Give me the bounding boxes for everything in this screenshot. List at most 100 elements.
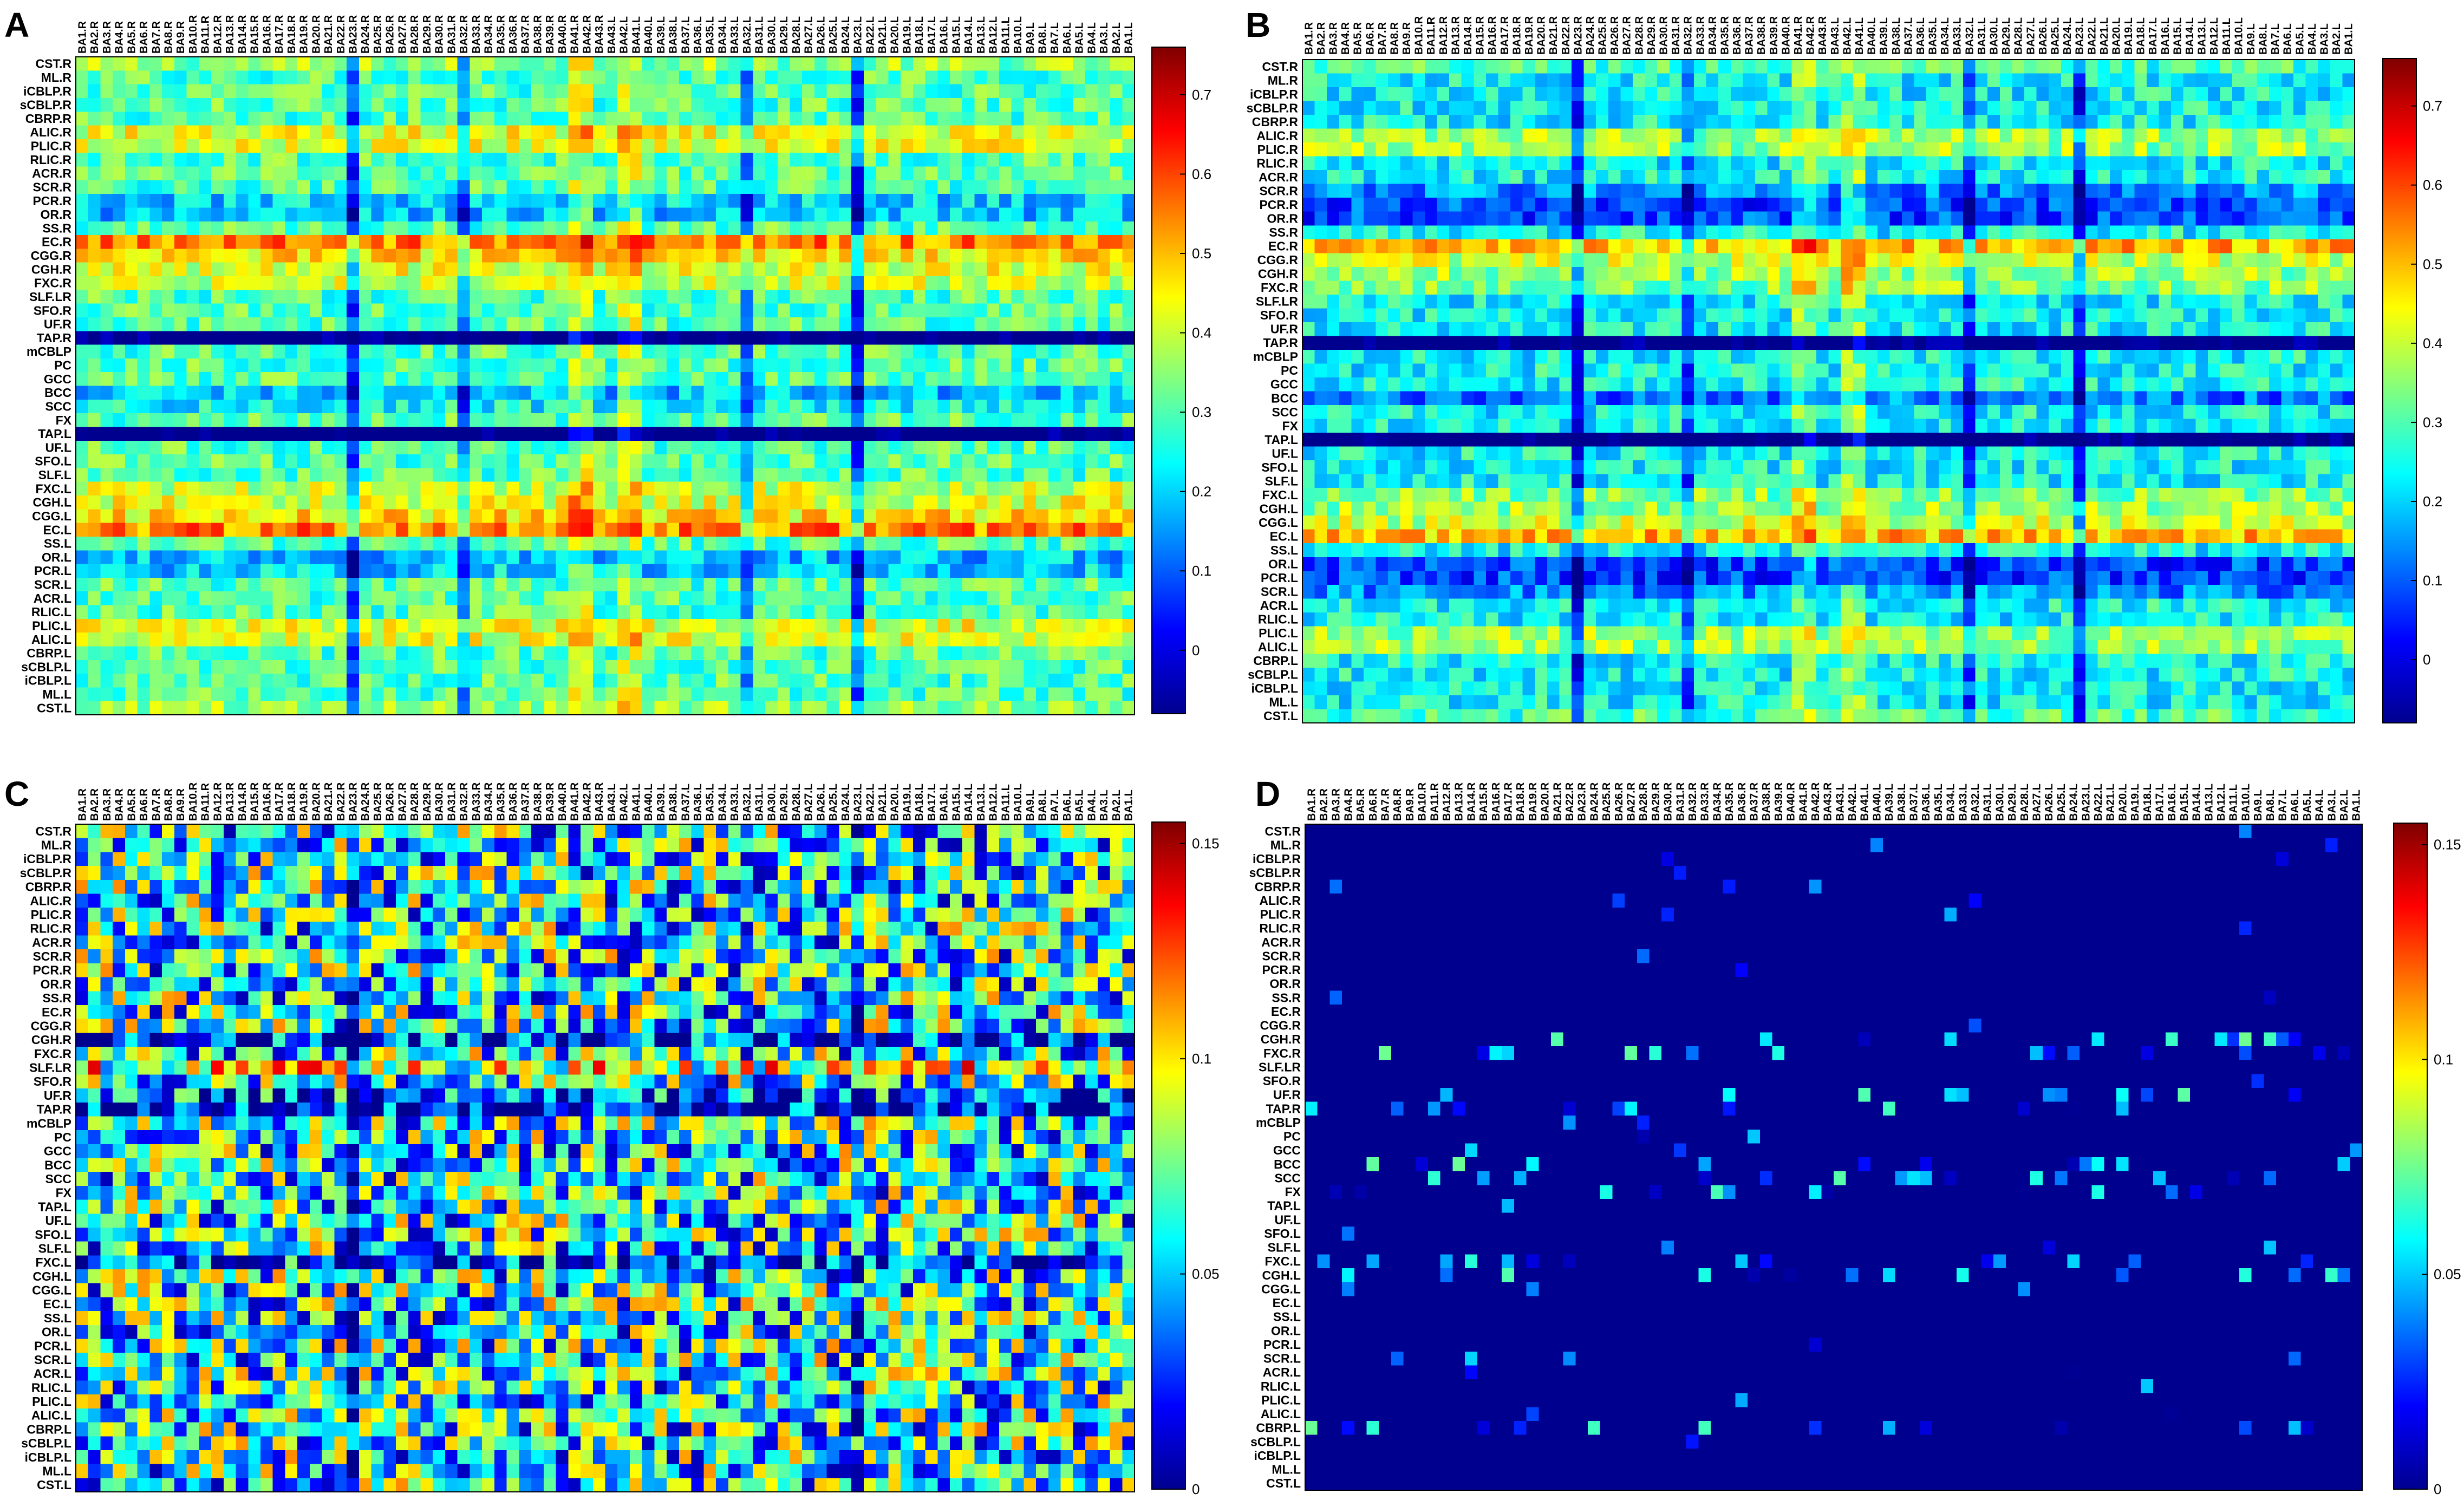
column-label: BA29.L [778,16,790,54]
heatmap-cell [285,605,297,619]
heatmap-cell [347,126,359,140]
heatmap-cell [999,249,1012,263]
heatmap-cell [544,304,556,318]
heatmap-cell [433,263,445,277]
heatmap-cell [1449,142,1462,156]
heatmap-cell [100,167,113,181]
heatmap-cell [913,167,925,181]
heatmap-cell [630,317,642,331]
heatmap-cell [1073,167,1085,181]
heatmap-cell [962,249,975,263]
heatmap-cell [1122,207,1135,221]
heatmap-cell [593,139,605,153]
heatmap-cell [753,660,765,674]
heatmap-cell [605,632,618,647]
heatmap-cell [297,509,310,523]
heatmap-cell [2024,74,2037,88]
heatmap-cell [2232,115,2245,129]
heatmap-cell [458,126,470,140]
heatmap-cell [421,263,433,277]
heatmap-cell [211,413,224,427]
heatmap-cell [297,687,310,701]
heatmap-cell [1024,482,1036,496]
heatmap-cell [544,646,556,660]
heatmap-cell [334,345,347,359]
heatmap-cell [901,70,913,84]
heatmap-cell [2306,87,2318,101]
heatmap-cell [470,386,482,400]
heatmap-cell [273,126,285,140]
heatmap-cell [359,578,371,592]
heatmap-cell [470,358,482,373]
heatmap-cell [937,207,950,221]
heatmap-cell [544,345,556,359]
heatmap-cell [654,98,667,112]
column-label: BA24.L [840,16,852,54]
heatmap-cell [593,386,605,400]
heatmap-cell [248,646,260,660]
heatmap-cell [667,167,679,181]
heatmap-cell [1012,290,1024,304]
heatmap-cell [1474,129,1486,143]
heatmap-cell [88,495,101,510]
heatmap-cell [642,454,655,468]
heatmap-cell [359,331,371,345]
heatmap-cell [2269,115,2282,129]
heatmap-cell [974,441,987,455]
heatmap-cell [1061,509,1073,523]
heatmap-cell [765,701,778,715]
heatmap-cell [470,632,482,647]
heatmap-cell [1036,126,1048,140]
heatmap-cell [1036,468,1048,482]
heatmap-cell [679,482,692,496]
heatmap-cell [679,619,692,633]
heatmap-cell [753,550,765,564]
heatmap-cell [1036,687,1048,701]
heatmap-cell [851,427,864,441]
heatmap-cell [322,317,335,331]
heatmap-cell [1098,194,1110,208]
heatmap-cell [531,564,544,578]
heatmap-cell [297,139,310,153]
heatmap-cell [987,674,999,688]
heatmap-cell [383,660,396,674]
heatmap-cell [617,194,630,208]
heatmap-cell [470,235,482,249]
heatmap-cell [531,441,544,455]
heatmap-cell [359,427,371,441]
heatmap-cell [138,468,150,482]
heatmap-cell [642,605,655,619]
heatmap-cell [322,126,335,140]
heatmap-cell [2122,60,2135,74]
heatmap-cell [1012,674,1024,688]
heatmap-cell [396,482,408,496]
heatmap-cell [556,167,569,181]
heatmap-cell [790,331,802,345]
heatmap-cell [1425,170,1437,184]
heatmap-cell [2073,60,2085,74]
heatmap-cell [100,386,113,400]
heatmap-cell [125,358,138,373]
heatmap-cell [507,317,519,331]
heatmap-cell [260,167,273,181]
heatmap-cell [359,454,371,468]
heatmap-cell [297,207,310,221]
heatmap-cell [458,153,470,167]
row-label: ML.L [42,687,71,701]
row-label: iCBLP.R [23,84,71,98]
heatmap-cell [2073,115,2085,129]
heatmap-cell [901,345,913,359]
heatmap-cell [556,523,569,537]
heatmap-cell [458,207,470,221]
heatmap-cell [827,509,839,523]
heatmap-cell [1048,290,1061,304]
heatmap-cell [199,482,211,496]
heatmap-cell [925,235,938,249]
heatmap-cell [1036,276,1048,290]
heatmap-cell [138,591,150,605]
heatmap-cell [913,263,925,277]
heatmap-cell [482,632,494,647]
heatmap-cell [408,331,421,345]
heatmap-cell [458,98,470,112]
